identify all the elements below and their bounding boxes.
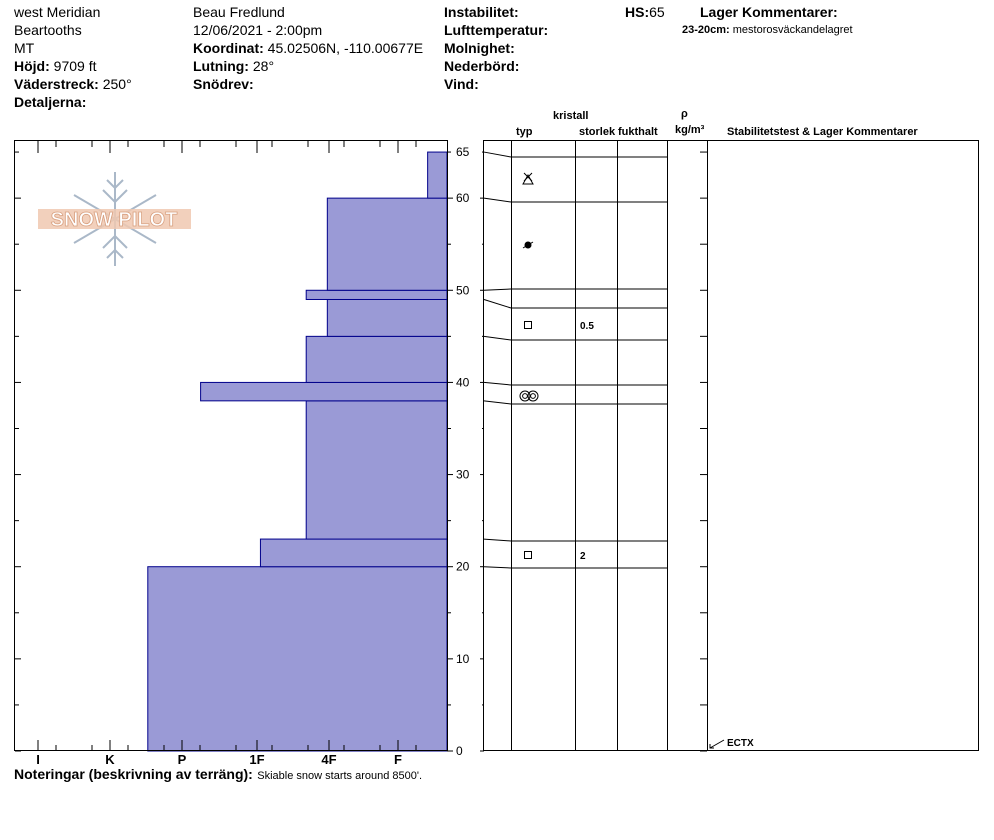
elevation-value: 9709 ft [53, 58, 97, 74]
hardness-bar-2 [305, 400, 448, 540]
crystal-size-label: 2 [580, 551, 586, 562]
hardness-label: K [105, 752, 115, 767]
hoar-ring-inner [522, 393, 528, 399]
coordinates: Koordinat: 45.02506N, -110.00677E [193, 40, 423, 56]
crystal-header: kristall [553, 110, 589, 122]
hardness-label: 4F [321, 752, 336, 767]
hardness-label: I [36, 752, 40, 767]
hoar-ring-outer [519, 390, 531, 402]
instability-label: Instabilitet: [444, 4, 519, 20]
datetime: 12/06/2021 - 2:00pm [193, 22, 323, 38]
layer-connector-line [483, 335, 512, 341]
precip-label: Nederbörd: [444, 58, 520, 74]
slope-label: Lutning: [193, 58, 249, 74]
layer-comments-label: Lager Kommentarer: [700, 4, 838, 20]
rounding-icon [522, 241, 534, 249]
aspect-label: Väderstreck: [14, 76, 99, 92]
notes: Noteringar (beskrivning av terräng): Ski… [14, 766, 422, 784]
hardness-label: F [394, 752, 402, 767]
layer-comment: 23-20cm: mestorosväckandelagret [682, 24, 853, 36]
notes-label: Noteringar (beskrivning av terräng): [14, 766, 253, 782]
depth-tick-label: 40 [456, 375, 470, 389]
notes-text: Skiable snow starts around 8500'. [257, 770, 423, 782]
hardness-bar-7 [326, 197, 448, 291]
drift-label: Snödrev: [193, 76, 254, 92]
range: Beartooths [14, 22, 82, 38]
hardness-bar-1 [259, 538, 448, 568]
graupel-stroke [523, 172, 533, 182]
layer-connector-line [483, 288, 512, 291]
facet-square [524, 321, 532, 329]
facet-icon: 0.5 [524, 321, 594, 332]
logo-text: SNOW PILOT [51, 209, 178, 231]
graupel-icon [522, 172, 534, 185]
layer-connector-line [483, 381, 512, 386]
depth-tick-label: 50 [456, 283, 470, 297]
depth-tick-label: 0 [456, 744, 463, 758]
elevation-label: Höjd: [14, 58, 50, 74]
size-header: storlek [579, 126, 616, 138]
hoar-ring-outer [527, 390, 539, 402]
depth-hoar-icon [519, 390, 539, 402]
hardness-bar-5 [326, 298, 448, 337]
airtemp-label: Lufttemperatur: [444, 22, 549, 38]
hardness-bar-4 [305, 335, 448, 383]
snowpilot-logo: SNOW PILOT [38, 172, 191, 266]
depth-tick-label: 60 [456, 191, 470, 205]
rounding-stroke [522, 241, 534, 249]
aspect: Väderstreck: 250° [14, 76, 132, 92]
stability-arrow-line [709, 739, 725, 749]
hardness-bar-8 [427, 151, 448, 199]
wind-label: Vind: [444, 76, 479, 92]
hoar-ring-inner [530, 393, 536, 399]
moisture-header: fukthalt [618, 126, 658, 138]
logo-banner [38, 209, 191, 229]
hs-label: HS: [625, 4, 650, 20]
facet-square [524, 551, 532, 559]
crystal-size-label: 0.5 [580, 321, 594, 332]
type-header: typ [516, 126, 533, 138]
hardness-bar-6 [305, 289, 448, 300]
depth-tick-label: 65 [456, 145, 470, 159]
depth-tick-label: 30 [456, 468, 470, 482]
aspect-value: 250° [102, 76, 132, 92]
layer-connector-line [483, 151, 512, 158]
elevation: Höjd: 9709 ft [14, 58, 96, 74]
depth-tick-label: 10 [456, 652, 470, 666]
layer-connector-line [483, 566, 512, 569]
coord-label: Koordinat: [193, 40, 264, 56]
density-unit-header: kg/m³ [675, 124, 705, 136]
cloud-label: Molnighet: [444, 40, 515, 56]
facet-icon: 2 [524, 551, 586, 562]
layer-connector-line [483, 299, 512, 309]
stability-arrow-head [709, 744, 714, 749]
layer-comment-range: 23-20cm: [682, 24, 730, 36]
slope: Lutning: 28° [193, 58, 274, 74]
hardness-label: 1F [249, 752, 264, 767]
hardness-bar-0 [147, 566, 448, 752]
hardness-plot-frame [14, 140, 448, 751]
stability-header: Stabilitetstest & Lager Kommentarer [727, 126, 918, 138]
state: MT [14, 40, 35, 56]
coord-value: 45.02506N, -110.00677E [267, 40, 424, 56]
details-label: Detaljerna: [14, 94, 87, 110]
hardness-bar-3 [200, 381, 448, 402]
hardness-label: P [178, 752, 187, 767]
rho-header: ρ [681, 108, 688, 120]
layer-connector-line [483, 538, 512, 542]
location: west Meridian [14, 4, 101, 20]
depth-tick-label: 20 [456, 560, 470, 574]
layer-connector-line [483, 197, 512, 203]
slope-value: 28° [252, 58, 275, 74]
snow-height: HS:65 [625, 4, 665, 20]
layer-comment-text: mestorosväckandelagret [732, 24, 853, 36]
stability-test: ECTX [709, 738, 754, 749]
observer: Beau Fredlund [193, 4, 285, 20]
layer-table-frame [483, 140, 979, 751]
hs-value: 65 [649, 4, 665, 20]
layer-connector-line [483, 400, 512, 405]
stability-test-label: ECTX [727, 738, 754, 749]
